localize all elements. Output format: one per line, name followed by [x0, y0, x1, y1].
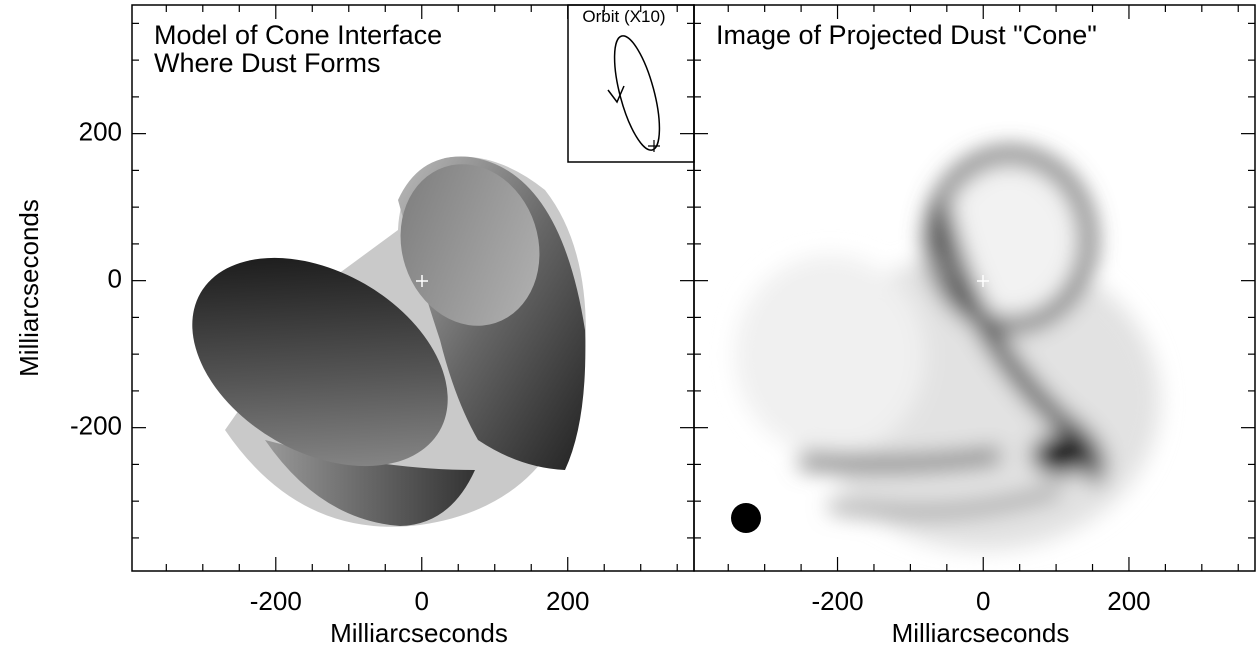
x-tick-label: 200	[546, 586, 589, 616]
y-tick-label: 0	[108, 264, 122, 294]
panel-title: Model of Cone Interface	[154, 20, 442, 50]
x-tick-label: -200	[250, 586, 302, 616]
cone-model	[155, 146, 585, 527]
figure: Orbit (X10) -200 0 200 -200 0 200 Model of Con…	[0, 0, 1257, 648]
panel-title: Where Dust Forms	[154, 48, 381, 78]
x-tick-label: 0	[415, 586, 429, 616]
y-tick-label: -200	[70, 411, 122, 441]
orbit-inset: Orbit (X10)	[568, 5, 694, 162]
inset-label: Orbit (X10)	[582, 7, 665, 26]
panel-title: Image of Projected Dust "Cone"	[716, 20, 1097, 50]
x-tick-label: -200	[812, 586, 864, 616]
x-axis-label: Milliarcseconds	[330, 618, 508, 648]
y-axis-label: Milliarcseconds	[14, 199, 44, 377]
dust-image	[731, 155, 1160, 550]
x-tick-label: 0	[976, 586, 990, 616]
x-axis-label: Milliarcseconds	[892, 618, 1070, 648]
x-tick-label: 200	[1107, 586, 1150, 616]
y-tick-label: 200	[79, 117, 122, 147]
